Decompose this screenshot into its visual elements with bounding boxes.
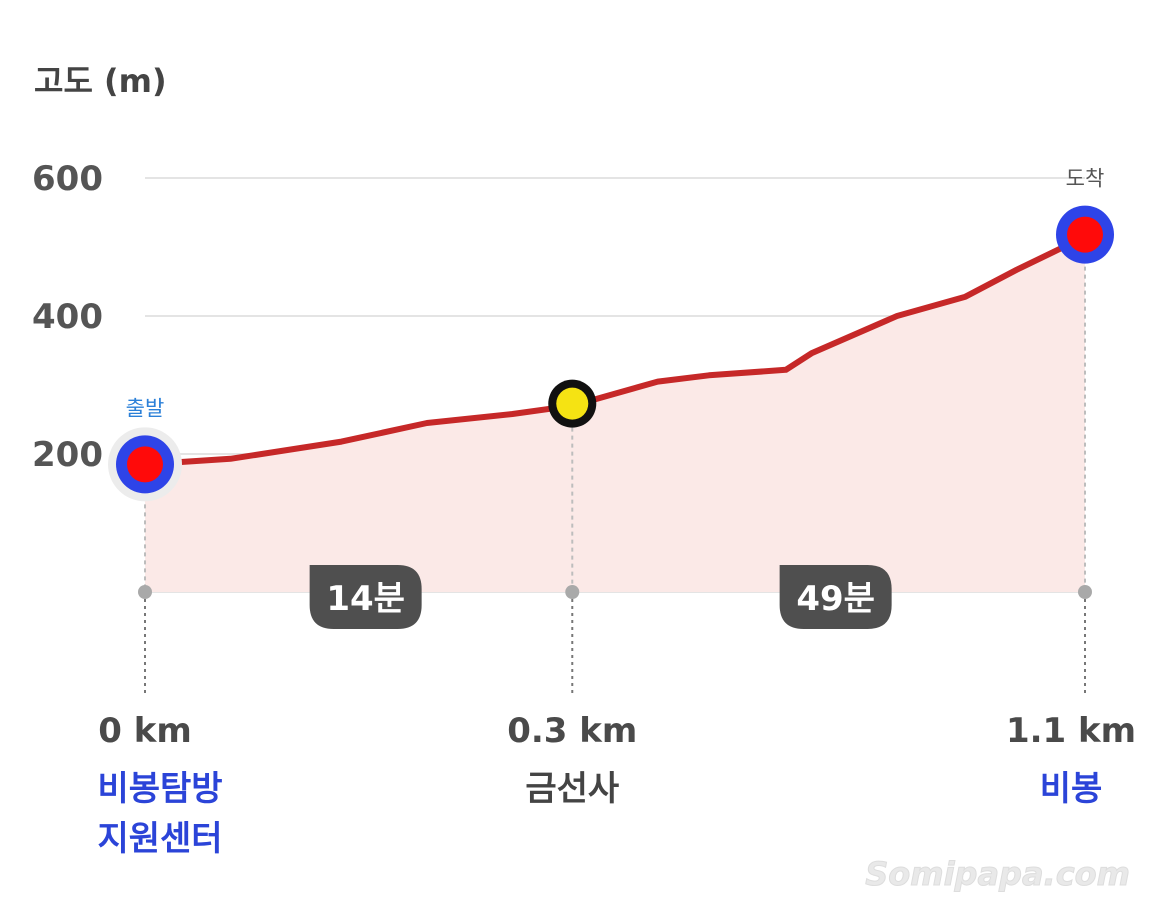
checkpoint-marker: [556, 387, 589, 420]
y-tick-labels: 200 400 600: [32, 159, 103, 475]
elevation-area: [145, 234, 1085, 592]
distance-dot: [138, 585, 152, 599]
waypoint-name: 비봉: [1040, 769, 1103, 809]
waypoint-name: 금선사: [525, 769, 619, 809]
distance-dot: [1078, 585, 1092, 599]
y-axis-title: 고도 (m): [34, 62, 167, 100]
y-tick-label: 200: [32, 435, 103, 475]
waypoint-guides: [138, 234, 1092, 695]
waypoint-distance: 1.1 km: [1006, 711, 1136, 751]
segment-time-badge: [779, 565, 892, 629]
waypoint-name: 지원센터: [97, 819, 222, 859]
waypoint-name: 비봉탐방: [97, 769, 222, 809]
waypoint-marker-label: 출발: [126, 396, 165, 420]
y-tick-label: 600: [32, 159, 103, 199]
elevation-line: [142, 231, 1088, 468]
waypoint-distance: 0.3 km: [507, 711, 637, 751]
segment-time-badge: [309, 565, 422, 629]
end-marker: [1067, 216, 1103, 253]
distance-dot: [565, 585, 580, 599]
waypoint-distance: 0 km: [98, 711, 192, 751]
waypoint-markers: [108, 205, 1114, 502]
waypoint-marker-label: 도착: [1066, 167, 1105, 191]
watermark: Somipapa.com: [865, 855, 1130, 893]
segment-time-label: 14분: [326, 579, 405, 619]
y-tick-label: 400: [32, 297, 103, 337]
segment-time-badges: 14분 49분: [309, 565, 892, 629]
segment-time-label: 49분: [796, 579, 875, 619]
start-marker: [127, 446, 163, 483]
